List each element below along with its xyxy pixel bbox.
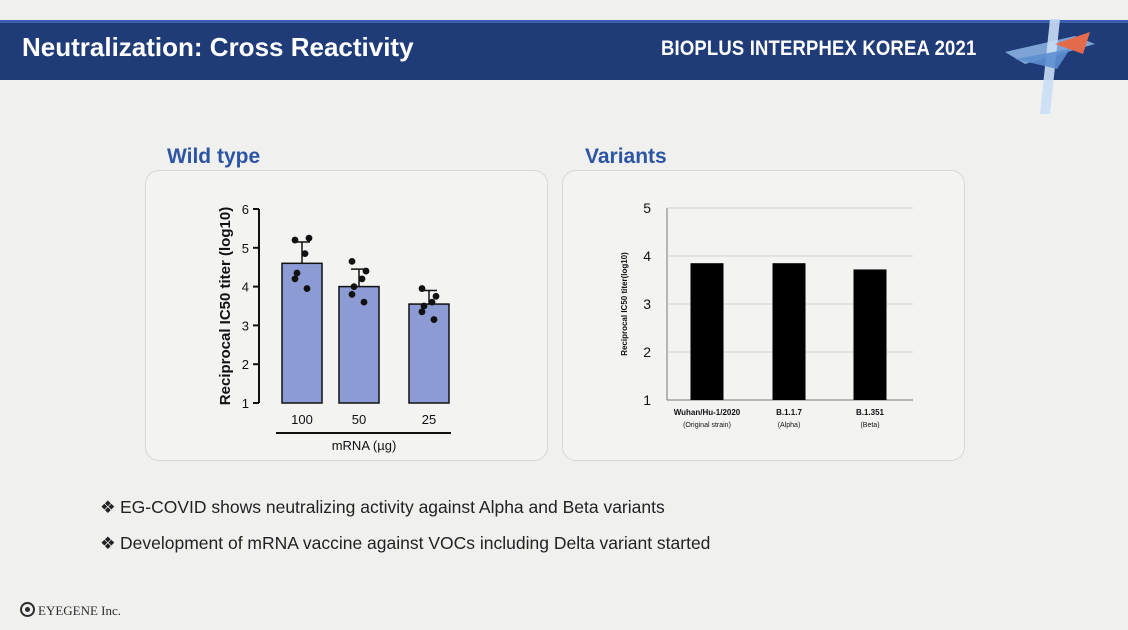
variants-panel: 1 2 3 4 5 Reciprocal IC50 titer(log10) Wuhan/H… (562, 170, 965, 461)
y-tick-label-2: 2 (643, 344, 651, 360)
conference-name: BIOPLUS INTERPHEX KOREA 2021 (660, 37, 976, 60)
y-tick-label-3: 3 (643, 296, 651, 312)
x-tick-label-2: B.1.351 (856, 408, 885, 417)
x-tick-label-1: B.1.1.7 (776, 408, 802, 417)
data-point-25-4 (418, 308, 426, 316)
bar-100 (281, 262, 323, 404)
company-logo: EYEGENE Inc. (20, 602, 121, 619)
data-point-50-2 (358, 275, 366, 283)
bar-50 (338, 285, 380, 404)
y-tick-label-1: 1 (643, 392, 651, 408)
data-point-50-5 (360, 298, 368, 306)
y-tick-label-4: 4 (643, 248, 651, 264)
data-point-25-0 (418, 285, 426, 292)
bullet-1: ❖ EG-COVID shows neutralizing activity ag… (100, 497, 665, 518)
x-tick-sublabel-0: (Original strain) (683, 422, 731, 429)
x-tick-label-0: Wuhan/Hu-1/2020 (674, 408, 741, 417)
bullet-1-text: EG-COVID shows neutralizing activity aga… (120, 497, 665, 517)
x-tick-sublabel-2: (Beta) (860, 422, 879, 429)
data-point-50-4 (348, 290, 356, 298)
header-accent (0, 20, 1128, 23)
data-point-25-5 (430, 316, 438, 323)
x-tick-label-50: 50 (352, 412, 366, 427)
bar-Wuhan/Hu-1/2020 (690, 263, 724, 400)
data-point-50-0 (348, 257, 356, 265)
company-name: EYEGENE Inc. (38, 603, 122, 618)
data-point-100-1 (305, 234, 313, 242)
data-point-25-2 (428, 298, 436, 306)
bar-B.1.351 (853, 269, 887, 400)
bar-25 (408, 303, 450, 404)
bar-B.1.1.7 (772, 263, 806, 400)
y-axis-label: Reciprocal IC50 titer(log10) (620, 252, 629, 356)
y-tick-label-1: 1 (242, 396, 249, 411)
data-point-25-1 (432, 292, 440, 300)
conference-logo-icon (1005, 19, 1095, 114)
variants-title: Variants (585, 145, 667, 168)
eye-logo-icon (20, 602, 35, 617)
x-axis-label: mRNA (µg) (332, 438, 397, 453)
data-point-100-0 (291, 236, 299, 244)
bullet-1-mark: ❖ (100, 497, 116, 517)
y-tick-label-3: 3 (242, 318, 249, 333)
variants-chart: 1 2 3 4 5 Reciprocal IC50 titer(log10) Wuhan/H… (620, 200, 913, 429)
y-axis-label: Reciprocal IC50 titer (log10) (217, 207, 234, 405)
wild-type-panel: 1 2 3 4 5 6 Reciprocal IC50 titer (log10) 100 50… (145, 170, 548, 461)
x-tick-sublabel-1: (Alpha) (778, 422, 801, 429)
bullet-2-text: Development of mRNA vaccine against VOCs… (120, 533, 711, 553)
bullet-2-mark: ❖ (100, 533, 116, 553)
y-tick-label-5: 5 (643, 200, 651, 216)
data-point-25-3 (420, 302, 428, 310)
data-point-100-5 (303, 285, 311, 292)
x-tick-label-25: 25 (422, 412, 436, 427)
data-point-50-1 (362, 267, 370, 275)
slide-title: Neutralization: Cross Reactivity (22, 32, 414, 62)
y-tick-label-6: 6 (242, 202, 249, 217)
data-point-50-3 (350, 283, 358, 290)
y-tick-label-2: 2 (242, 357, 249, 372)
x-tick-label-100: 100 (291, 412, 313, 427)
y-tick-label-5: 5 (242, 241, 249, 256)
header-bar (0, 20, 1128, 80)
wild-type-title: Wild type (167, 145, 261, 168)
data-point-100-3 (293, 269, 301, 277)
bullet-2: ❖ Development of mRNA vaccine against VOC… (100, 533, 710, 554)
data-point-100-4 (291, 275, 299, 283)
data-point-100-2 (301, 250, 309, 258)
y-tick-label-4: 4 (242, 280, 249, 295)
wild-type-chart: 1 2 3 4 5 6 Reciprocal IC50 titer (log10) 100 50… (217, 202, 451, 453)
